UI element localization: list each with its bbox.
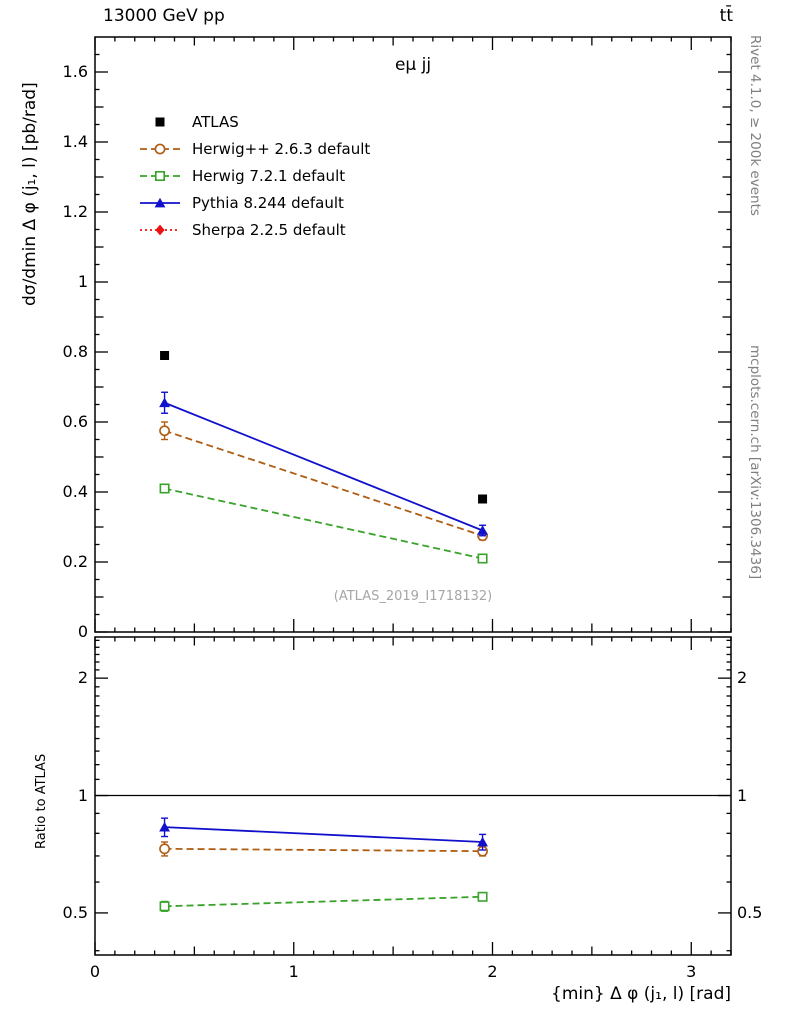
x-tick-label: 0 xyxy=(89,962,101,981)
axis-ticks xyxy=(94,37,732,955)
legend-label: Pythia 8.244 default xyxy=(192,193,344,212)
y-tick-label: 0.2 xyxy=(62,552,88,571)
legend-marker-square-filled xyxy=(155,117,165,126)
legend-item: Herwig 7.2.1 default xyxy=(138,162,370,189)
series-pythia xyxy=(159,391,488,851)
series-herwig xyxy=(159,421,488,857)
ratio-tick-label-left: 1 xyxy=(77,785,88,805)
x-tick-label: 2 xyxy=(487,962,498,981)
ratio-tick-label-left: 0.5 xyxy=(62,902,88,922)
legend-marker-diamond-filled xyxy=(140,224,180,235)
y-tick-label: 0 xyxy=(77,622,88,641)
y-tick-label: 1.4 xyxy=(62,132,88,151)
y-tick-label: 1.2 xyxy=(62,202,88,221)
x-tick-label: 1 xyxy=(288,962,299,981)
plot-title: eμ jj xyxy=(394,55,432,75)
ratio-tick-label-right: 2 xyxy=(737,668,748,688)
legend-marker-circle-open xyxy=(140,143,180,154)
rivet-version-note: Rivet 4.1.0, ≥ 200k events xyxy=(747,35,763,216)
ratio-tick-label-right: 0.5 xyxy=(737,902,763,922)
legend-item: Sherpa 2.2.5 default xyxy=(138,216,370,243)
beam-energy-label: 13000 GeV pp xyxy=(103,6,225,26)
legend-label: Sherpa 2.2.5 default xyxy=(192,220,346,239)
y-tick-label: 1.6 xyxy=(62,62,88,81)
x-axis-label: {min} Δ φ (j₁, l) [rad] xyxy=(551,984,731,1004)
y-axis-label-main: dσ/dmin Δ φ (j₁, l) [pb/rad] xyxy=(20,82,40,306)
y-tick-label: 0.8 xyxy=(62,342,88,361)
legend-marker-square-open xyxy=(140,170,180,181)
y-tick-label: 1 xyxy=(77,272,88,291)
legend-label: Herwig++ 2.6.3 default xyxy=(192,139,371,158)
legend-item: Pythia 8.244 default xyxy=(138,189,370,216)
series-atlas xyxy=(160,351,488,504)
analysis-watermark: (ATLAS_2019_I1718132) xyxy=(333,589,493,604)
series-herwig xyxy=(159,483,488,912)
ratio-tick-label-right: 1 xyxy=(737,785,748,805)
legend-label: Herwig 7.2.1 default xyxy=(192,166,346,185)
x-tick-label: 3 xyxy=(686,962,697,981)
legend: ATLAS Herwig++ 2.6.3 default Herwig 7.2.1 … xyxy=(138,108,370,243)
y-tick-label: 0.6 xyxy=(62,412,88,431)
y-tick-label: 0.4 xyxy=(62,482,88,501)
legend-label: ATLAS xyxy=(192,112,239,131)
legend-marker-triangle-filled xyxy=(140,197,180,207)
ratio-tick-label-left: 2 xyxy=(77,668,88,688)
mcplots-citation-note: mcplots.cern.ch [arXiv:1306.3436] xyxy=(747,345,763,580)
process-label: tt̄ xyxy=(719,6,733,26)
legend-item: Herwig++ 2.6.3 default xyxy=(138,135,370,162)
legend-item: ATLAS xyxy=(138,108,370,135)
